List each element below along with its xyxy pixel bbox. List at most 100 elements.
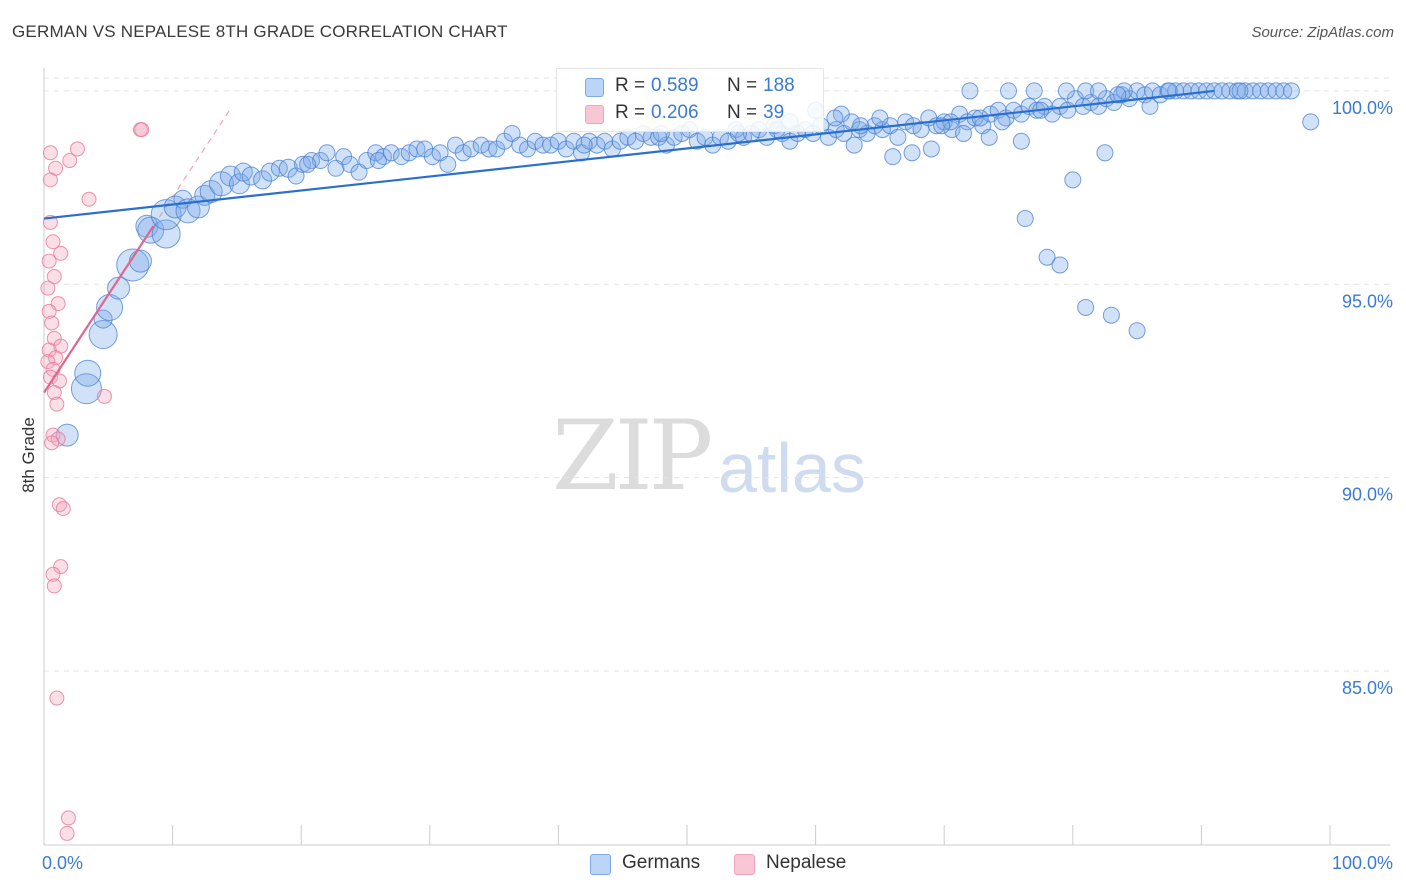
x-tick-label-right: 100.0% xyxy=(1332,853,1393,873)
german-point xyxy=(150,199,182,231)
german-point xyxy=(871,109,889,127)
legend-row-nepalese: R = 0.206 N = 39 xyxy=(557,101,823,127)
nepalese-point xyxy=(55,501,71,517)
german-point xyxy=(1109,86,1127,104)
nepalese-point xyxy=(81,191,97,207)
german-point xyxy=(903,144,921,162)
german-point xyxy=(922,140,940,158)
nepalese-point xyxy=(40,280,56,296)
nepalese-r-value: 0.206 xyxy=(651,102,699,123)
nepalese-r-label: R = xyxy=(615,102,646,123)
german-point xyxy=(439,155,457,173)
german-point xyxy=(1038,248,1056,266)
german-point xyxy=(826,109,844,127)
germans-legend-label: Germans xyxy=(622,852,701,873)
german-point xyxy=(74,359,102,387)
german-point xyxy=(454,144,472,162)
source-label: Source: ZipAtlas.com xyxy=(1251,24,1394,41)
nepalese-trend-extension xyxy=(152,108,231,227)
german-point xyxy=(70,373,102,405)
germans-swatch xyxy=(585,78,604,97)
y-axis-label: 8th Grade xyxy=(19,417,38,493)
german-point xyxy=(845,136,863,154)
german-point xyxy=(462,140,480,158)
german-point xyxy=(611,132,629,150)
german-point xyxy=(1102,306,1120,324)
nepalese-point xyxy=(40,354,56,370)
german-point xyxy=(228,173,250,195)
german-point xyxy=(889,128,907,146)
nepalese-point xyxy=(45,566,61,582)
german-point xyxy=(1128,322,1146,340)
nepalese-n-label: N = xyxy=(727,102,758,123)
nepalese-trend-line xyxy=(43,225,155,394)
german-point xyxy=(151,219,181,249)
nepalese-point xyxy=(44,435,60,451)
nepalese-point xyxy=(69,141,85,157)
nepalese-n-value: 39 xyxy=(763,102,785,123)
german-point xyxy=(993,113,1011,131)
nepalese-swatch xyxy=(585,105,604,124)
stats-legend: R = 0.589 N = 188 R = 0.206 N = 39 xyxy=(556,68,824,132)
watermark-zip: ZIP xyxy=(552,400,713,512)
german-point xyxy=(369,152,387,170)
german-point xyxy=(253,170,273,190)
german-point xyxy=(199,179,223,203)
nepalese-point xyxy=(45,234,61,250)
german-point xyxy=(1057,82,1075,100)
nepalese-point xyxy=(62,153,78,169)
nepalese-point xyxy=(48,350,64,366)
nepalese-point xyxy=(60,810,76,826)
nepalese-point xyxy=(41,303,57,319)
german-point xyxy=(1282,82,1300,100)
y-tick-label: 90.0% xyxy=(1342,485,1393,505)
german-point xyxy=(1064,171,1082,189)
watermark-atlas: atlas xyxy=(718,429,866,507)
nepalese-legend-swatch xyxy=(734,854,755,875)
german-point xyxy=(1231,82,1249,100)
nepalese-point xyxy=(42,172,58,188)
germans-r-label: R = xyxy=(615,75,646,96)
nepalese-point xyxy=(134,122,150,138)
german-point xyxy=(55,423,79,447)
german-point xyxy=(219,165,241,187)
nepalese-point xyxy=(49,396,65,412)
german-point xyxy=(128,249,152,273)
german-point xyxy=(88,320,118,350)
nepalese-point xyxy=(46,578,62,594)
german-point xyxy=(954,124,972,142)
y-tick-label: 100.0% xyxy=(1332,98,1393,118)
y-tick-label: 95.0% xyxy=(1342,291,1393,311)
germans-legend-swatch xyxy=(590,854,611,875)
nepalese-point xyxy=(45,427,61,443)
german-point xyxy=(884,148,902,166)
german-point xyxy=(1012,132,1030,150)
nepalese-point xyxy=(41,342,57,358)
germans-n-value: 188 xyxy=(763,75,795,96)
german-point xyxy=(1096,144,1114,162)
german-point xyxy=(852,117,870,135)
german-point xyxy=(1090,82,1108,100)
nepalese-point xyxy=(42,145,58,161)
german-point xyxy=(293,155,311,173)
nepalese-point xyxy=(53,245,69,261)
german-point xyxy=(260,162,280,182)
legend-row-germans: R = 0.589 N = 188 xyxy=(557,74,823,100)
german-point xyxy=(382,144,400,162)
german-point xyxy=(1077,298,1095,316)
nepalese-point xyxy=(46,385,62,401)
german-point xyxy=(423,148,441,166)
x-tick-label-left: 0.0% xyxy=(42,853,83,873)
german-point xyxy=(980,128,998,146)
nepalese-point xyxy=(59,825,75,841)
germans-trend-line xyxy=(43,89,1215,220)
german-point xyxy=(961,82,979,100)
german-point xyxy=(116,248,150,282)
german-point xyxy=(1016,210,1034,228)
german-point xyxy=(1077,82,1095,100)
chart-title: GERMAN VS NEPALESE 8TH GRADE CORRELATION… xyxy=(12,22,508,41)
german-point xyxy=(1302,113,1320,131)
german-point xyxy=(393,148,411,166)
nepalese-point xyxy=(96,388,112,404)
